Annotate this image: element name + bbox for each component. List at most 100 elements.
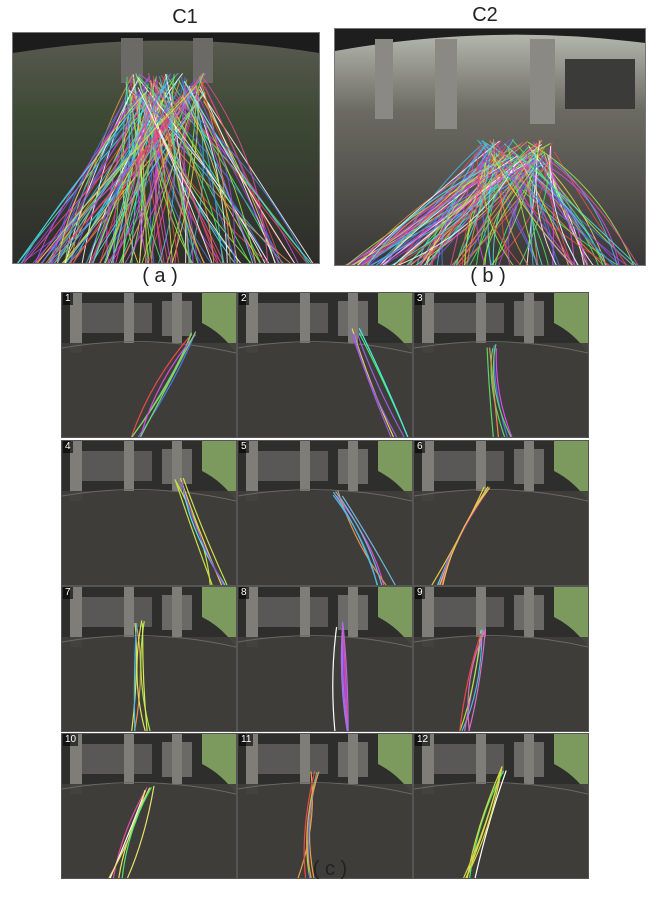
- trajectory-line: [406, 162, 532, 265]
- trajectory-line: [520, 156, 604, 265]
- trajectory-line: [61, 91, 167, 263]
- trajectory-line: [200, 73, 269, 263]
- trajectory-line: [463, 771, 502, 878]
- trajectory-line: [189, 95, 256, 263]
- trajectory-line: [137, 334, 196, 437]
- grid-cell-number: 9: [415, 587, 425, 599]
- trajectory-line: [183, 80, 312, 263]
- trajectory-line: [180, 481, 225, 585]
- trajectory-line: [341, 495, 396, 585]
- trajectory-line: [118, 90, 155, 263]
- trajectory-line: [332, 494, 378, 585]
- trajectory-line: [396, 166, 525, 265]
- trajectory-line: [468, 629, 486, 731]
- trajectory-lines: [17, 72, 314, 263]
- grid-cell-number: 1: [63, 293, 73, 305]
- trajectory-line: [198, 89, 314, 263]
- trajectory-line: [47, 79, 169, 263]
- trajectory-line: [466, 766, 503, 878]
- trajectory-line: [41, 101, 139, 263]
- trajectory-line: [57, 91, 147, 263]
- camera-frame: [414, 293, 588, 437]
- trajectory-line: [336, 495, 385, 585]
- trajectory-line: [350, 330, 392, 437]
- trajectory-line: [540, 157, 615, 265]
- trajectory-line: [390, 168, 512, 265]
- trajectory-line: [396, 143, 538, 265]
- panel-b-image: [335, 29, 645, 265]
- trajectory-line: [376, 153, 524, 265]
- trajectory-line: [492, 139, 529, 265]
- trajectory-line: [342, 626, 349, 731]
- trajectory-line: [527, 141, 634, 265]
- trajectory-line: [112, 787, 148, 878]
- trajectory-line: [462, 144, 508, 265]
- trajectory-line: [196, 93, 236, 263]
- subcaption-a: ( a ): [142, 265, 178, 287]
- trajectory-line: [490, 348, 506, 437]
- trajectory-line: [451, 139, 543, 265]
- trajectory-line: [303, 770, 316, 878]
- trajectory-line: [519, 154, 551, 265]
- trajectory-line: [139, 331, 197, 437]
- trajectory-line: [419, 146, 497, 265]
- camera-frame: [238, 293, 412, 437]
- trajectory-line: [490, 153, 574, 265]
- camera-frame: [414, 734, 588, 878]
- trajectory-line: [474, 770, 507, 878]
- trajectory-line: [535, 140, 557, 265]
- grid-cell-number: 8: [239, 587, 249, 599]
- trajectory-line: [51, 91, 143, 263]
- panel-a-trajectories-c1: [12, 32, 320, 264]
- trajectory-line: [57, 77, 150, 263]
- camera-frame: [238, 441, 412, 585]
- trajectory-line: [538, 139, 573, 265]
- camera-frame: [238, 734, 412, 878]
- grid-cell-3: 3: [413, 292, 589, 438]
- trajectory-line: [361, 141, 496, 265]
- grid-cell-2: 2: [237, 292, 413, 438]
- trajectory-line: [148, 101, 242, 263]
- trajectory-line: [367, 156, 514, 265]
- trajectory-line: [459, 633, 482, 731]
- grid-cell-5: 5: [237, 440, 413, 586]
- camera-frame: [414, 441, 588, 585]
- camera-frame: [62, 441, 236, 585]
- trajectory-line: [136, 76, 270, 263]
- trajectory-line: [64, 77, 140, 263]
- trajectory-line: [379, 165, 488, 265]
- trajectory-line: [530, 149, 536, 265]
- trajectory-line: [148, 91, 180, 263]
- trajectory-line: [361, 140, 502, 265]
- camera-frame: [414, 587, 588, 731]
- trajectory-line: [332, 626, 338, 731]
- trajectory-line: [126, 785, 155, 878]
- trajectory-line: [171, 73, 199, 263]
- trajectory-line: [335, 491, 383, 585]
- trajectory-line: [180, 76, 237, 263]
- trajectory-line: [467, 629, 487, 731]
- grid-cell-8: 8: [237, 586, 413, 732]
- trajectory-line: [163, 89, 218, 263]
- trajectory-line: [135, 73, 252, 263]
- trajectory-line: [136, 620, 146, 731]
- grid-cell-7: 7: [61, 586, 237, 732]
- trajectory-line: [426, 144, 490, 265]
- trajectory-line: [495, 348, 513, 437]
- trajectory-line: [121, 787, 152, 878]
- grid-cell-4: 4: [61, 440, 237, 586]
- trajectory-line: [44, 100, 178, 263]
- camera-frame: [62, 734, 236, 878]
- trajectory-line: [143, 96, 223, 263]
- grid-cell-10: 10: [61, 733, 237, 879]
- trajectory-line: [131, 90, 269, 263]
- trajectory-line: [306, 774, 319, 878]
- trajectory-line: [182, 477, 228, 585]
- trajectory-line: [129, 95, 163, 263]
- trajectory-line: [131, 332, 193, 437]
- trajectory-line: [182, 95, 238, 263]
- trajectory-line: [356, 333, 405, 437]
- trajectory-line: [341, 625, 349, 731]
- trajectory-line: [142, 623, 148, 731]
- trajectory-line: [118, 787, 151, 878]
